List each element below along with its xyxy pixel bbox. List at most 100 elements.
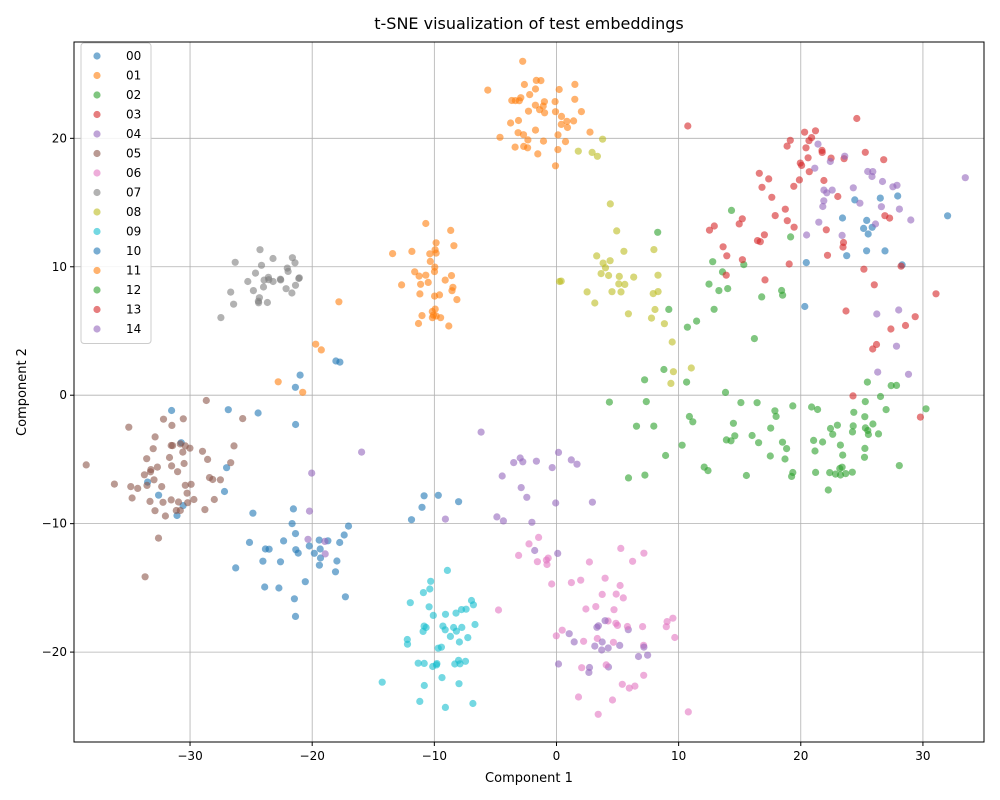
point-03 [823, 251, 832, 259]
point-09 [425, 603, 433, 611]
y-axis-label: Component 2 [15, 348, 30, 436]
point-14 [961, 174, 969, 182]
point-01 [586, 128, 594, 136]
point-12 [861, 444, 869, 452]
point-05 [146, 497, 154, 505]
point-02 [810, 436, 818, 444]
point-08 [597, 270, 605, 278]
point-11 [317, 346, 325, 354]
point-01 [571, 95, 579, 103]
point-05 [180, 459, 188, 468]
y-tick-label: 10 [52, 260, 67, 274]
point-10 [838, 214, 847, 222]
point-07 [217, 314, 225, 322]
point-06 [544, 554, 552, 562]
point-03 [790, 182, 798, 190]
point-02 [662, 451, 670, 460]
y-tick-label: −20 [42, 645, 67, 659]
point-01 [536, 106, 544, 114]
point-11 [416, 290, 424, 298]
legend-marker-05 [93, 149, 101, 158]
point-03 [860, 265, 868, 273]
point-10 [434, 491, 442, 499]
point-05 [151, 507, 159, 515]
point-09 [434, 644, 442, 652]
point-02 [650, 422, 658, 430]
point-14 [493, 513, 501, 521]
point-14 [874, 368, 882, 376]
point-01 [563, 123, 572, 132]
point-05 [205, 474, 214, 482]
point-13 [870, 281, 878, 289]
series-04 [441, 448, 652, 672]
point-09 [458, 623, 466, 632]
point-02 [829, 430, 837, 438]
point-08 [593, 252, 601, 260]
point-05 [183, 489, 191, 497]
point-02 [722, 436, 731, 444]
point-06 [612, 619, 620, 627]
point-01 [511, 97, 519, 105]
point-14 [477, 428, 485, 436]
legend-marker-07 [93, 188, 101, 197]
point-01 [551, 108, 560, 116]
point-11 [418, 312, 426, 320]
point-13 [761, 276, 769, 284]
point-14 [820, 197, 828, 205]
point-05 [146, 468, 155, 476]
point-05 [127, 483, 135, 491]
point-14 [878, 177, 887, 186]
point-00 [292, 546, 300, 554]
point-02 [705, 280, 713, 288]
point-06 [608, 696, 617, 704]
point-11 [389, 250, 397, 258]
point-01 [526, 91, 534, 99]
point-11 [299, 388, 307, 396]
point-09 [403, 635, 411, 644]
point-05 [239, 415, 247, 423]
legend-label-14: 14 [126, 322, 141, 336]
point-00 [259, 557, 267, 565]
legend-label-05: 05 [126, 147, 141, 161]
point-10 [894, 192, 902, 200]
point-05 [179, 448, 187, 456]
point-06 [548, 580, 556, 588]
legend-marker-13 [93, 305, 101, 314]
point-14 [640, 643, 648, 651]
x-tick-label: −30 [177, 749, 202, 763]
point-03 [932, 290, 940, 298]
point-02 [710, 305, 718, 313]
legend-label-01: 01 [126, 69, 141, 83]
point-05 [143, 481, 151, 489]
point-14 [523, 493, 531, 501]
point-12 [892, 381, 901, 389]
point-09 [416, 697, 424, 706]
point-12 [724, 285, 732, 293]
point-12 [727, 206, 736, 214]
point-06 [578, 664, 586, 672]
point-02 [624, 474, 633, 482]
point-09 [378, 678, 386, 686]
point-06 [612, 590, 620, 598]
point-07 [244, 277, 252, 286]
point-14 [904, 370, 913, 378]
point-05 [82, 461, 90, 469]
point-11 [417, 280, 425, 288]
point-05 [150, 476, 158, 484]
point-14 [358, 448, 366, 456]
point-02 [772, 412, 780, 420]
point-13 [839, 243, 847, 251]
point-14 [895, 306, 903, 314]
point-14 [532, 457, 541, 465]
point-14 [616, 641, 624, 650]
point-14 [868, 172, 876, 181]
point-01 [531, 126, 540, 134]
point-14 [519, 458, 527, 466]
point-10 [801, 302, 809, 311]
point-14 [305, 507, 314, 515]
point-06 [610, 606, 618, 614]
point-02 [758, 293, 766, 301]
point-00 [261, 545, 269, 553]
point-08 [654, 271, 662, 279]
